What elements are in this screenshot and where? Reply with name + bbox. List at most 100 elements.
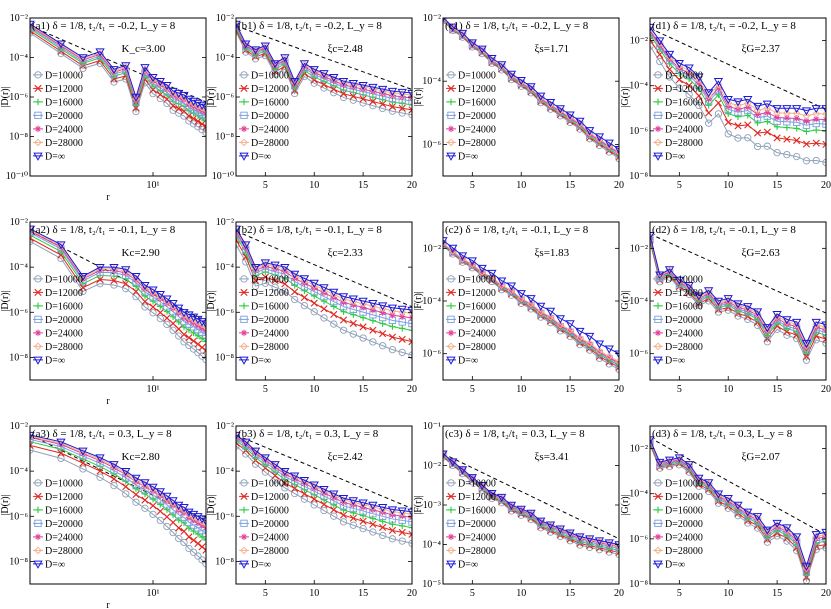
x-tick-label: 10¹ xyxy=(147,384,160,395)
legend-label: D=16000 xyxy=(458,97,496,108)
legend-label: D=24000 xyxy=(665,124,703,135)
marker-circle xyxy=(447,71,455,79)
marker-triangle-down xyxy=(811,531,821,540)
marker-plus xyxy=(447,98,455,106)
marker-circle xyxy=(141,504,149,512)
marker-triangle-down xyxy=(241,241,251,250)
marker-diamond xyxy=(339,295,348,303)
marker-diamond xyxy=(802,341,811,350)
marker-triangle-down xyxy=(30,225,35,234)
marker-circle xyxy=(773,149,781,157)
marker-diamond xyxy=(595,347,604,355)
legend-label: D=20000 xyxy=(251,519,289,530)
marker-x xyxy=(408,338,412,346)
marker-plus xyxy=(34,302,42,310)
series-group xyxy=(30,431,206,568)
marker-triangle-down xyxy=(378,302,388,311)
marker-circle xyxy=(57,454,65,463)
marker-circle xyxy=(447,479,455,487)
marker-triangle-down xyxy=(782,524,792,533)
marker-x xyxy=(330,310,338,319)
axes-frame xyxy=(442,17,620,177)
marker-circle xyxy=(291,489,299,498)
marker-diamond xyxy=(34,342,42,351)
series-line-D=28000 xyxy=(443,18,619,153)
marker-triangle-down xyxy=(270,461,280,470)
marker-triangle-down xyxy=(516,76,526,86)
marker-x xyxy=(291,484,299,493)
marker-star xyxy=(389,311,396,319)
y-axis-label: |F(r)| xyxy=(413,291,424,311)
marker-triangle-down xyxy=(762,526,772,535)
marker-diamond xyxy=(822,323,826,332)
marker-triangle-down xyxy=(497,277,507,286)
marker-circle xyxy=(163,320,171,329)
legend: D=10000 D=12000 D=16000 D=20000 D=24000 D=280… xyxy=(239,478,289,570)
series-line-D=∞ xyxy=(30,228,206,325)
marker-diamond xyxy=(202,520,206,529)
marker-circle xyxy=(665,73,674,81)
legend-label: D=16000 xyxy=(45,505,83,516)
axes-frame xyxy=(649,17,827,177)
marker-x xyxy=(388,333,397,341)
marker-circle xyxy=(240,479,248,487)
panel-title: (a2) δ = 1/8, t₂/t₁ = -0.1, L_y = 8 xyxy=(32,224,176,236)
panel-title: (d3) δ = 1/8, t₂/t₁ = 0.3, L_y = 8 xyxy=(652,428,793,440)
marker-triangle-down xyxy=(575,327,585,337)
marker-circle xyxy=(744,134,752,142)
marker-star xyxy=(676,279,683,286)
marker-triangle-down xyxy=(594,537,605,546)
series-line-D=∞ xyxy=(650,235,826,345)
marker-circle xyxy=(379,104,387,113)
marker-circle xyxy=(793,152,801,161)
marker-star xyxy=(566,327,574,335)
marker-x xyxy=(763,128,771,136)
x-tick-label: 15 xyxy=(772,180,782,191)
marker-diamond xyxy=(605,352,614,361)
marker-diamond xyxy=(34,138,42,147)
marker-triangle-down xyxy=(188,313,199,322)
y-tick-label: 10⁻⁸ xyxy=(9,352,28,363)
series-line-D=∞ xyxy=(443,239,619,355)
marker-triangle-down xyxy=(290,472,300,481)
marker-triangle-down xyxy=(733,98,743,107)
marker-triangle-down xyxy=(457,466,468,475)
marker-x xyxy=(194,539,202,548)
marker-triangle-down xyxy=(397,305,407,314)
series-line-D=∞ xyxy=(236,434,412,513)
marker-triangle-down xyxy=(650,23,655,33)
marker-x xyxy=(96,275,104,284)
marker-triangle-down xyxy=(694,73,704,82)
series-line-D=28000 xyxy=(650,440,826,570)
y-tick-label: 10⁻⁴ xyxy=(9,53,28,64)
marker-square xyxy=(443,451,447,459)
marker-triangle-down xyxy=(575,117,585,126)
marker-x xyxy=(753,129,762,137)
marker-x xyxy=(379,100,387,108)
marker-star xyxy=(586,537,593,544)
marker-circle xyxy=(202,560,206,568)
y-tick-label: 10⁻⁶ xyxy=(9,92,28,103)
marker-triangle-down xyxy=(201,103,206,112)
marker-x xyxy=(447,492,455,500)
panel-title: (d1) δ = 1/8, t₂/t₁ = -0.2, L_y = 8 xyxy=(652,20,796,32)
y-tick-label: 10⁻⁸ xyxy=(629,579,648,590)
marker-triangle-down xyxy=(239,560,249,569)
legend: D=10000 D=12000 D=16000 D=20000 D=24000 D=280… xyxy=(446,70,496,162)
marker-star xyxy=(281,56,289,64)
panel-b2: 10⁻⁸ 10⁻⁶ 10⁻⁴ 10⁻² 5 10 15 20 (b2) δ = 1/8, t₂/… xyxy=(206,217,417,395)
series-group xyxy=(650,231,826,364)
marker-star xyxy=(518,79,525,87)
marker-diamond xyxy=(783,109,791,117)
marker-circle xyxy=(675,84,683,92)
marker-circle xyxy=(812,156,820,165)
legend-label: D=28000 xyxy=(251,138,289,149)
marker-circle xyxy=(685,90,693,99)
marker-triangle-down xyxy=(448,244,458,253)
legend: D=10000 D=12000 D=16000 D=20000 D=24000 D=280… xyxy=(33,274,83,366)
marker-circle xyxy=(359,334,367,342)
marker-triangle-down xyxy=(193,99,203,108)
marker-star xyxy=(262,456,269,464)
marker-triangle-down xyxy=(270,60,280,69)
